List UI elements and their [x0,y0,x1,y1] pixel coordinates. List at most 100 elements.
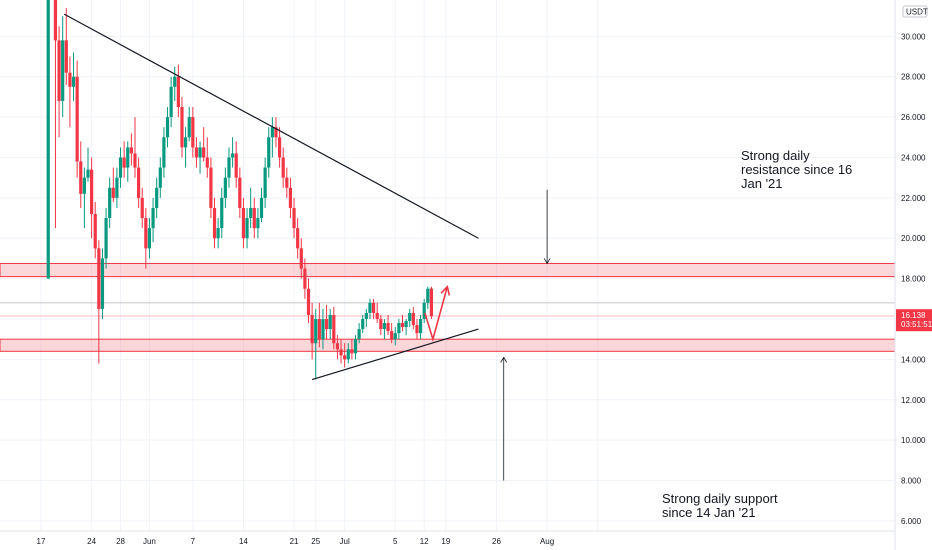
price-tick-label: 18.000 [901,275,926,284]
candle-body [343,355,347,360]
candle-body [140,197,144,219]
descending-trendline [63,13,479,239]
candle-body [155,187,159,208]
candle-body [411,312,415,326]
candle-body [364,312,368,320]
candle-body [133,153,137,168]
candle-body [147,228,152,249]
candle-body [256,218,260,229]
candle-body [108,187,112,219]
candle-body [223,177,227,198]
candle-body [404,321,408,328]
candle-body [277,137,282,158]
price-tick-label: 14.000 [901,355,926,364]
price-badges: USDT 16.138 03:51:51 [896,5,932,332]
trendlines [63,13,479,381]
price-tick-label: 24.000 [901,153,926,162]
price-tick-label: 28.000 [901,73,926,82]
candle-body [408,312,412,322]
candle-body [205,157,209,168]
ascending-trendline [311,328,479,381]
candle-body [184,137,188,148]
candle-body [104,218,108,259]
annotation-text-line: resistance since 16 [741,162,852,177]
candle-body [303,268,307,289]
candle-body [259,197,264,219]
candle-body [79,161,83,194]
candle-body [169,86,173,118]
gridlines [0,0,895,531]
candle-body [422,302,426,320]
candle-body [97,248,101,309]
annotation-text-line: Strong daily [741,148,810,163]
candle-body [100,258,105,309]
candle-body [82,177,86,194]
candle-body [46,0,50,279]
candle-body [339,349,343,356]
quote-unit-badge[interactable] [902,5,928,18]
annotation-text-line: Jan '21 [741,176,783,191]
candle-body [194,147,199,158]
candle-body [270,127,274,138]
candle-body [306,288,311,315]
candle-body [328,314,332,330]
candle-body [375,312,379,320]
current-price-label: 16.138 [901,311,926,320]
candle-body [158,167,162,188]
candle-body [353,339,358,354]
candle-body [371,302,376,313]
candle-body [71,76,76,87]
candle-body [418,319,423,334]
candle-body [57,40,61,101]
candle-body [324,319,329,330]
candle-body [129,147,133,154]
time-tick-label: 17 [37,537,46,546]
candle-body [227,157,231,178]
price-tick-label: 22.000 [901,194,926,203]
time-tick-label: 19 [441,537,450,546]
candle-body [249,207,253,219]
candle-body [93,214,97,249]
candle-body [263,167,267,198]
price-axis[interactable]: 6.0008.00010.00012.00014.00016.00018.000… [894,0,926,550]
candle-body [350,349,354,354]
candle-body [361,319,365,330]
candle-body [321,319,325,340]
candle-body [209,167,213,208]
price-tick-label: 12.000 [901,396,926,405]
candle-body [310,314,314,344]
candle-body [61,40,65,101]
price-tick-label: 8.000 [901,477,922,486]
candle-body [144,218,148,249]
candle-body [187,117,191,138]
candle-body [53,0,58,41]
candle-body [212,207,217,239]
quote-unit-label: USDT [906,8,928,17]
candle-body [191,117,195,148]
price-tick-label: 26.000 [901,113,926,122]
current-price-badge [896,309,932,332]
candlestick-series [46,0,434,380]
candle-body [274,127,278,138]
time-axis[interactable]: 17 24 28 Jun 7 14 21 25 Jul 5 12 19 26 Aug [0,530,895,546]
candle-body [299,248,303,269]
support-resistance-zones [0,262,896,352]
candle-body [202,147,206,158]
candle-body [426,288,430,303]
annotation-arrowhead [543,258,551,265]
time-tick-label: 5 [393,537,398,546]
candle-body [115,177,119,198]
candle-body [397,323,401,334]
candle-body [346,349,350,360]
candle-body [368,302,372,313]
annotation-text-line: since 14 Jan '21 [662,505,756,520]
candle-body [126,147,130,168]
candle-body [317,319,321,340]
annotation-arrowhead [500,356,508,363]
candle-body [68,72,72,87]
candle-body [335,343,340,350]
time-tick-label: 7 [191,537,196,546]
candle-body [285,177,289,188]
